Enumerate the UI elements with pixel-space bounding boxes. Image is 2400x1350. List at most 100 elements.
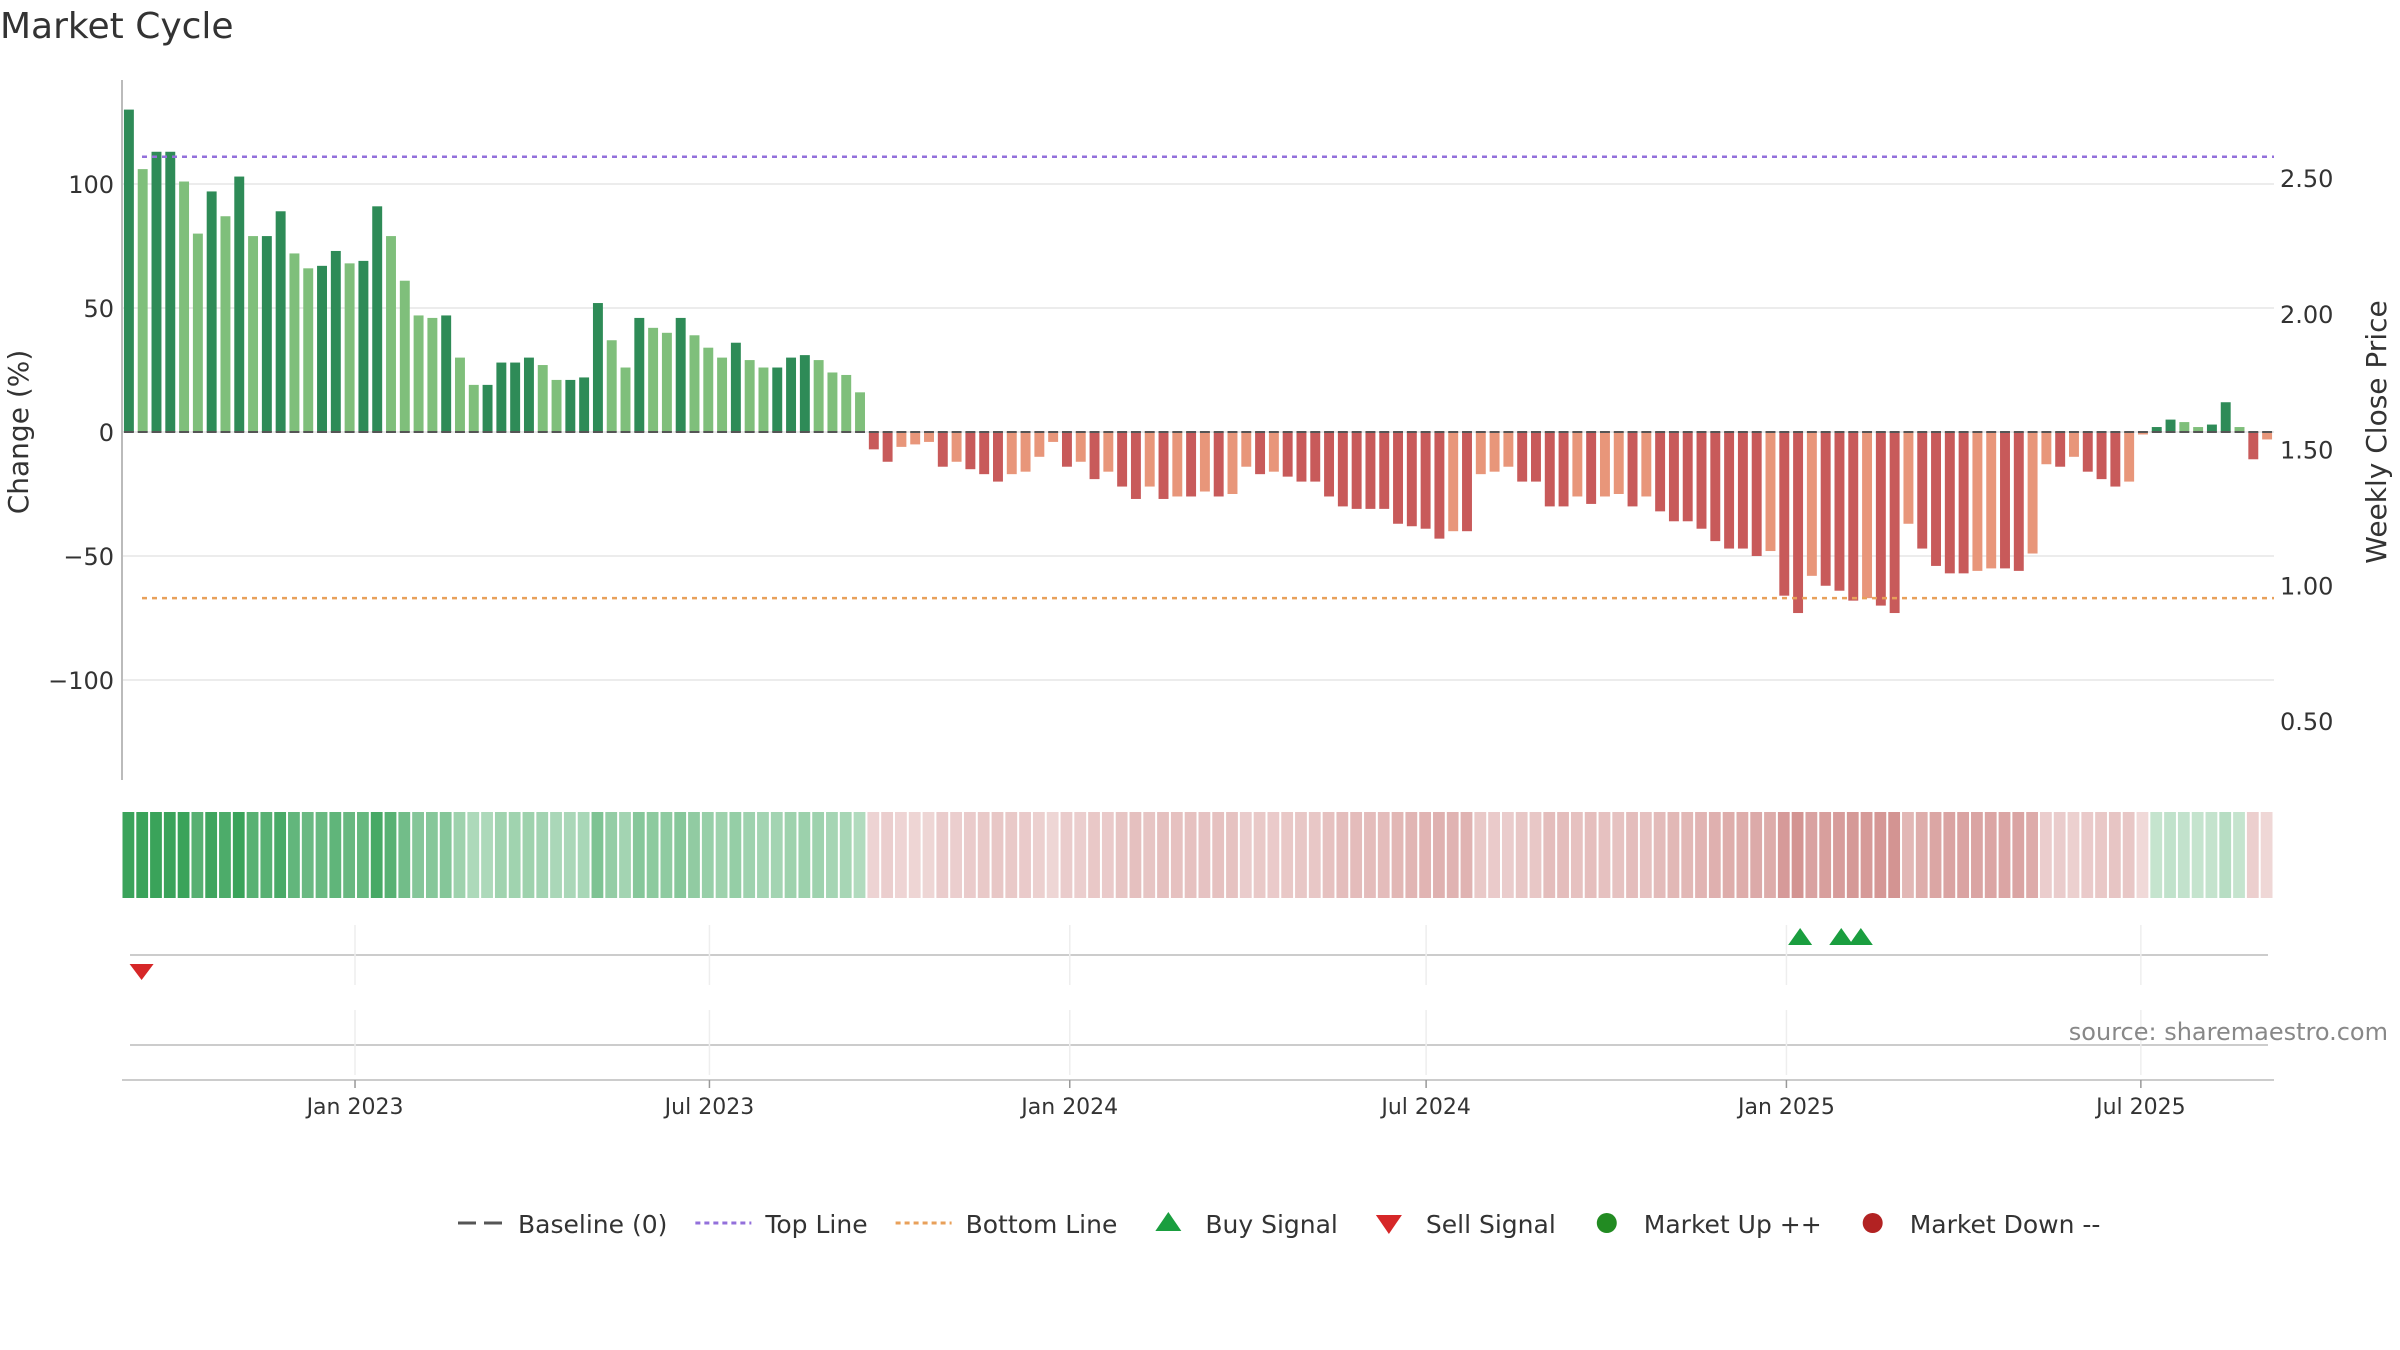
bar	[2110, 432, 2121, 487]
bar	[482, 384, 493, 432]
heat-cell	[177, 812, 190, 898]
heat-cell	[757, 812, 769, 898]
heat-cell	[1833, 812, 1845, 898]
bar	[1130, 432, 1141, 499]
bar	[1144, 432, 1155, 487]
bar	[1958, 432, 1969, 574]
bar	[813, 360, 824, 432]
y-tick-label-right: 1.00	[2280, 572, 2333, 600]
bar	[1599, 432, 1610, 497]
heat-cell	[963, 812, 976, 898]
bar	[289, 253, 300, 432]
heat-cell	[839, 812, 852, 898]
bar	[2082, 432, 2093, 472]
heat-cell	[1515, 812, 1528, 898]
heat-cell	[343, 812, 356, 898]
heat-cell	[674, 812, 687, 898]
heat-cell	[1460, 812, 1473, 898]
bar	[510, 362, 521, 432]
bar	[1448, 432, 1459, 532]
heat-cell	[770, 812, 783, 898]
heat-cell	[605, 812, 618, 898]
bar	[1903, 432, 1914, 524]
bar	[2069, 432, 2079, 457]
heat-cell	[2026, 812, 2038, 898]
bar	[1475, 432, 1486, 475]
bar	[1061, 432, 1072, 467]
heat-cell	[315, 812, 328, 898]
heat-cell	[591, 812, 604, 898]
y-tick-label-left: 0	[99, 419, 114, 447]
heat-cell	[2012, 812, 2025, 898]
bar	[620, 367, 631, 432]
heat-cell	[1488, 812, 1500, 898]
heat-cell	[1336, 812, 1349, 898]
legend-label: Market Down --	[1910, 1210, 2101, 1239]
bar	[924, 432, 934, 442]
bar	[1117, 432, 1128, 487]
heat-cell	[1129, 812, 1142, 898]
heat-cell	[1695, 812, 1707, 898]
heat-cell	[1971, 812, 1983, 898]
bar	[1517, 432, 1528, 482]
heat-cell	[1308, 812, 1321, 898]
bar	[661, 332, 672, 432]
bar	[179, 181, 190, 432]
heat-cell	[1722, 812, 1735, 898]
heat-cell	[1584, 812, 1597, 898]
heat-cell	[563, 812, 576, 898]
heat-cell	[384, 812, 397, 898]
bar	[303, 268, 314, 432]
bar	[1089, 432, 1100, 480]
heat-cell	[2205, 812, 2218, 898]
axes: 100 50 0 −50 −100 2.50 2.00 1.50 1.00 0.50	[48, 80, 2333, 780]
bar	[317, 265, 327, 432]
heat-cell	[2053, 812, 2066, 898]
bar	[275, 211, 286, 432]
heat-cell	[1888, 812, 1901, 898]
heat-cell	[1474, 812, 1487, 898]
heat-cell	[1626, 812, 1638, 898]
bar	[1324, 432, 1335, 497]
heat-cell	[1570, 812, 1583, 898]
bar	[2193, 427, 2204, 432]
heat-cell	[357, 812, 369, 898]
bar	[758, 367, 769, 432]
heat-cell	[1777, 812, 1790, 898]
bar	[1737, 432, 1748, 549]
bar	[1282, 432, 1293, 477]
bar	[1641, 432, 1652, 497]
bar	[1199, 432, 1210, 492]
bar	[1020, 432, 1031, 472]
x-tick-label: Jul 2025	[2094, 1095, 2186, 1120]
heat-cell	[412, 812, 424, 898]
bar	[551, 379, 562, 432]
heat-cell	[1708, 812, 1721, 898]
bar	[1420, 432, 1431, 529]
bar	[344, 263, 355, 432]
heat-cell	[1791, 812, 1804, 898]
heat-cell	[1929, 812, 1942, 898]
heat-cell	[191, 812, 204, 898]
bar	[2206, 424, 2217, 432]
heat-cell	[1543, 812, 1556, 898]
heat-cell	[1819, 812, 1832, 898]
heat-cell	[1074, 812, 1087, 898]
heat-cell	[1915, 812, 1928, 898]
bar	[1186, 432, 1197, 497]
heat-cell	[2233, 812, 2245, 898]
bar	[220, 216, 231, 432]
heat-cell	[1653, 812, 1666, 898]
heat-cell	[1957, 812, 1970, 898]
heat-cell	[784, 812, 797, 898]
heat-cell	[219, 812, 231, 898]
bar	[1393, 432, 1403, 524]
heat-cell	[1046, 812, 1059, 898]
bar	[165, 151, 176, 432]
bar	[206, 191, 217, 432]
heat-cell	[1281, 812, 1294, 898]
bar	[675, 317, 686, 432]
heat-cell	[936, 812, 949, 898]
legend-label: Sell Signal	[1426, 1210, 1556, 1239]
bar	[1158, 432, 1169, 499]
